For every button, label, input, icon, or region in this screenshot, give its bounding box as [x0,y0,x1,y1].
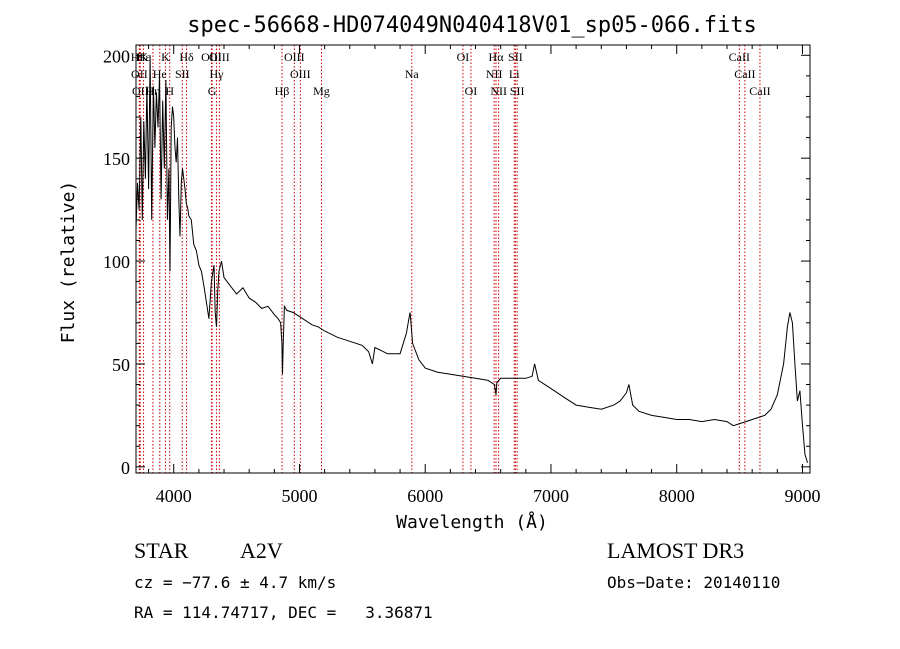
line-label: H [165,84,174,98]
y-tick-label: 150 [103,149,130,169]
line-label: CaII [729,50,750,64]
line-label: CaII [734,67,755,81]
line-label: OIII [284,50,305,64]
line-label: Li [509,67,520,81]
line-label: Hα [489,50,505,64]
line-label: Hγ [209,67,224,81]
line-label: OIII [209,50,230,64]
line-label: SII [510,84,525,98]
line-label: NII [490,84,507,98]
chart-title: spec-56668-HD074049N040418V01_sp05-066.f… [187,13,757,38]
y-axis-ticks: 0 50 100 150 200 [103,46,810,478]
x-axis-label: Wavelength (Å) [396,511,548,533]
line-label: Hδ [179,50,194,64]
line-label: Hβ [275,84,290,98]
line-label: HK [131,50,149,64]
line-label: Mg [313,84,330,98]
line-label: OIII [201,50,222,64]
line-label: SII [508,50,523,64]
x-axis-ticks: 4000 5000 6000 7000 8000 9000 [148,45,820,506]
line-label: He [153,67,167,81]
line-label: OI [465,84,478,98]
y-tick-label: 100 [103,252,130,272]
line-label: G [208,84,217,98]
line-label: K [161,50,170,64]
line-label: NII [486,67,503,81]
object-subclass: A2V [240,538,283,563]
line-label: Hε [137,50,151,64]
x-tick-label: 5000 [281,486,317,506]
line-label: OII [131,67,148,81]
line-label: SII [175,67,190,81]
object-class: STAR [134,538,189,563]
spectrum-line [135,55,808,463]
redshift-readout: cz = −77.6 ± 4.7 km/s [134,573,337,592]
observation-date: Obs−Date: 20140110 [607,573,781,592]
line-label: OIII [290,67,311,81]
y-tick-label: 200 [103,46,130,66]
y-tick-label: 0 [121,458,130,478]
y-tick-label: 50 [112,355,130,375]
line-label: OI [457,50,470,64]
x-tick-label: 6000 [407,486,443,506]
y-axis-label: Flux (relative) [58,181,79,344]
plot-frame [135,44,811,474]
survey-name: LAMOST DR3 [607,538,745,563]
x-tick-label: 8000 [659,486,695,506]
line-label: CaII [749,84,770,98]
x-tick-label: 4000 [156,486,192,506]
coordinates-readout: RA = 114.74717, DEC = 3.36871 [134,603,433,622]
line-label: Na [405,67,420,81]
x-tick-label: 7000 [533,486,569,506]
x-tick-label: 9000 [784,486,820,506]
spectral-line-markers [138,45,761,473]
